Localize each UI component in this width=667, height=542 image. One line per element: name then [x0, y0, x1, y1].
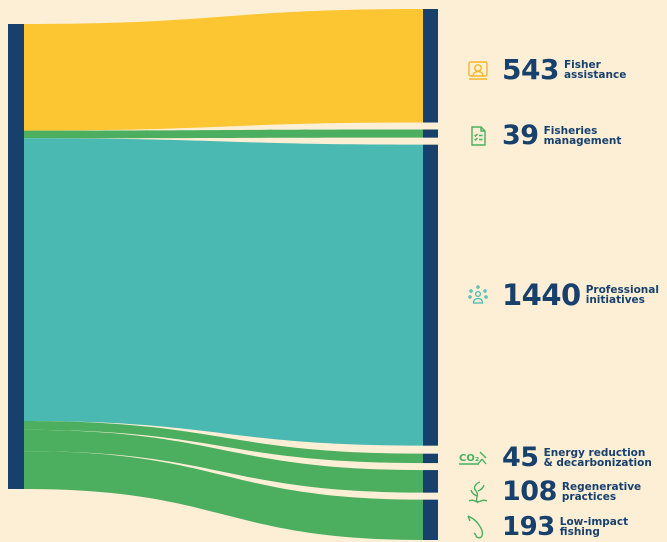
entry-label: Fisheries management [543, 124, 622, 147]
sankey-link [24, 9, 423, 131]
legend-entry: 193 Low-impact fishing [464, 512, 628, 542]
sankey-nodes [8, 9, 438, 540]
people-network-icon [464, 283, 492, 307]
entry-label: Fisher assistance [563, 58, 627, 81]
entry-value: 39 [502, 120, 539, 151]
entry-label: Low-impact fishing [559, 516, 629, 538]
legend-entry: 1440 Professional initiatives [464, 278, 659, 312]
fisher-assistance-icon [464, 58, 492, 82]
sankey-link [24, 451, 423, 540]
entry-value: 193 [502, 512, 555, 542]
entry-label: Regenerative practices [561, 480, 642, 503]
entry-value: 108 [502, 476, 557, 507]
sankey-target-node [423, 470, 438, 493]
legend-entry: CO₂ 45 Energy reduction & decarbonization [456, 442, 652, 473]
sankey-target-node [423, 144, 438, 446]
sankey-source-node [8, 24, 24, 489]
sankey-target-node [423, 453, 438, 464]
legend-entry: 108 Regenerative practices [464, 476, 641, 507]
sankey-links [24, 9, 423, 540]
entry-value: 1440 [502, 278, 581, 312]
entry-value: 543 [502, 53, 559, 86]
sankey-link [24, 138, 423, 446]
sankey-target-node [423, 499, 438, 540]
document-checklist-icon [464, 124, 492, 148]
entry-label: Energy reduction & decarbonization [543, 446, 652, 469]
sankey-target-node [423, 129, 438, 138]
sankey-link [24, 421, 423, 464]
sankey-target-node [423, 9, 438, 123]
co2-reduction-icon: CO₂ [456, 446, 492, 470]
entry-value: 45 [502, 442, 539, 473]
legend-entry: 543 Fisher assistance [464, 53, 626, 86]
entry-label: Professional initiatives [585, 284, 659, 306]
legend-entry: 39 Fisheries management [464, 120, 621, 151]
svg-text:CO₂: CO₂ [459, 453, 479, 464]
seaweed-icon [464, 480, 492, 504]
sankey-link [24, 129, 423, 139]
fish-hook-icon [464, 515, 492, 539]
sankey-link [24, 429, 423, 493]
